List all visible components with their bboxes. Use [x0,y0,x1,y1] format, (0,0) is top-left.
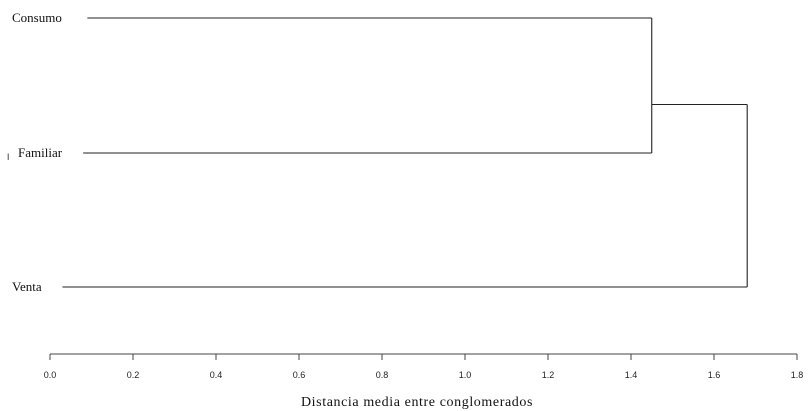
x-axis-title: Distancia media entre conglomerados [301,395,533,410]
x-tick-label: 1.8 [791,370,804,380]
margin-artifact-mark: ǀ [7,152,9,162]
x-tick-label: 1.2 [542,370,555,380]
x-tick-label: 0.2 [127,370,140,380]
leaf-label-venta: Venta [12,279,42,294]
x-tick-label: 1.6 [708,370,721,380]
x-tick-label: 1.0 [459,370,472,380]
leaf-label-familiar: Familiar [18,145,63,160]
x-tick-label: 0.0 [44,370,57,380]
x-tick-label: 0.4 [210,370,223,380]
x-axis: 0.0 0.2 0.4 0.6 0.8 1.0 1.2 1.4 1.6 1.8 [44,353,804,380]
leaf-label-consumo: Consumo [12,10,62,25]
leaf-labels: Consumo Familiar Venta [12,10,63,294]
x-tick-label: 0.8 [376,370,389,380]
x-tick-label: 1.4 [625,370,638,380]
x-tick-label: 0.6 [293,370,306,380]
dendrogram-branches [62,17,748,288]
